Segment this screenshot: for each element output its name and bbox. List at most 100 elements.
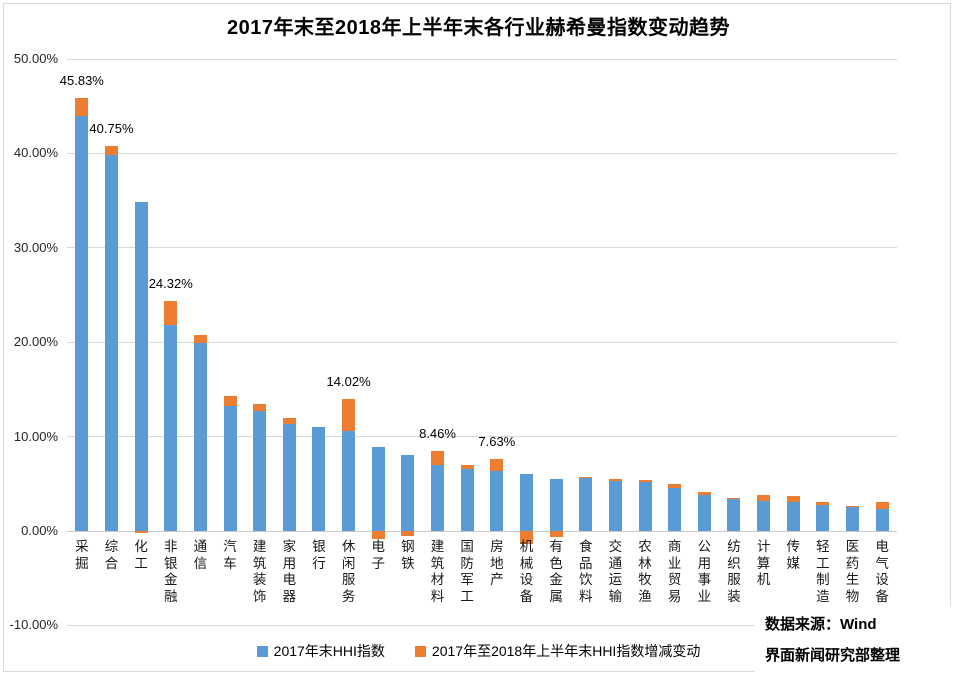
bar-2017-hhi: [312, 426, 326, 531]
bar-2017-hhi: [193, 342, 207, 531]
bar-2017-hhi: [549, 479, 563, 531]
bar-hhi-change-negative: [401, 531, 415, 537]
y-axis-tick-label: 10.00%: [13, 428, 58, 444]
bar-hhi-change: [193, 334, 207, 343]
bar-hhi-change-negative: [549, 531, 563, 538]
x-axis-category-label: 采 掘: [75, 539, 89, 571]
x-axis-category-label: 建 筑 材 料: [430, 539, 445, 604]
x-axis-category-label: 电 子: [371, 539, 386, 571]
bar-2017-hhi: [757, 500, 771, 531]
x-axis-category-label: 休 闲 服 务: [341, 539, 356, 604]
data-source-note: 数据来源：Wind 界面新闻研究部整理: [755, 606, 957, 674]
bar-hhi-change: [164, 301, 178, 326]
bar-2017-hhi: [697, 495, 711, 531]
bar-2017-hhi: [75, 115, 89, 531]
bar-2017-hhi: [460, 469, 474, 531]
x-axis-category-label: 综 合: [104, 539, 119, 571]
bar-2017-hhi: [253, 411, 267, 531]
gridline-40: [67, 152, 897, 154]
bar-2017-hhi: [608, 480, 622, 531]
legend-label: 2017年末HHI指数: [273, 643, 385, 659]
y-axis-tick-label: -10.00%: [9, 617, 58, 633]
x-axis-category-label: 食 品 饮 料: [579, 539, 593, 604]
bar-hhi-change: [342, 398, 356, 432]
bar-value-label: 40.75%: [89, 121, 134, 137]
bar-hhi-change: [223, 396, 237, 406]
bar-2017-hhi: [727, 499, 741, 531]
bar-hhi-change: [727, 498, 741, 500]
chart-frame: [3, 3, 951, 672]
gridline-30: [67, 247, 897, 249]
bar-hhi-change: [460, 464, 474, 470]
bar-2017-hhi: [431, 464, 445, 531]
x-axis-category-label: 商 业 贸 易: [667, 539, 682, 604]
bar-2017-hhi: [786, 502, 800, 531]
bar-2017-hhi: [104, 155, 118, 531]
y-axis-tick-label: 20.00%: [13, 334, 58, 350]
bar-hhi-change: [579, 477, 593, 479]
x-axis-category-label: 传 媒: [786, 539, 801, 571]
bar-2017-hhi: [223, 405, 237, 531]
y-axis-tick-label: 0.00%: [21, 523, 58, 538]
bar-2017-hhi: [371, 446, 385, 531]
legend-item-1: 2017年至2018年上半年末HHI指数增减变动: [414, 641, 701, 661]
gridline--10: [67, 624, 897, 626]
bar-2017-hhi: [638, 482, 652, 531]
legend-swatch-icon: [256, 645, 268, 657]
bar-hhi-change: [875, 502, 889, 510]
bar-2017-hhi: [401, 455, 415, 531]
bar-value-label: 45.83%: [59, 73, 104, 89]
bar-hhi-change: [786, 495, 800, 502]
bar-hhi-change: [608, 479, 622, 481]
y-axis-tick-label: 40.00%: [13, 145, 58, 161]
x-axis-category-label: 汽 车: [223, 539, 237, 571]
bar-hhi-change-negative: [371, 531, 385, 540]
bar-hhi-change: [253, 404, 267, 412]
bar-hhi-change: [282, 418, 296, 425]
bar-2017-hhi: [490, 470, 504, 531]
legend-label: 2017年至2018年上半年末HHI指数增减变动: [431, 643, 701, 659]
x-axis-category-label: 钢 铁: [401, 539, 415, 571]
gridline-50: [67, 58, 897, 60]
bar-hhi-change: [668, 484, 682, 488]
bar-hhi-change-negative: [134, 531, 148, 533]
bar-hhi-change: [638, 480, 652, 483]
bar-hhi-change: [104, 146, 118, 156]
bar-hhi-change: [846, 505, 860, 507]
bar-2017-hhi: [164, 325, 178, 531]
bar-2017-hhi: [134, 202, 148, 531]
y-axis-tick-label: 30.00%: [13, 239, 58, 255]
gridline-10: [67, 436, 897, 438]
bar-value-label: 7.63%: [478, 433, 516, 449]
x-axis-category-label: 非 银 金 融: [164, 539, 178, 604]
x-axis-category-label: 房 地 产: [490, 539, 504, 587]
data-source-line2: 界面新闻研究部整理: [765, 647, 901, 664]
bar-2017-hhi: [519, 473, 533, 531]
x-axis-category-label: 公 用 事 业: [697, 539, 712, 604]
x-axis-category-label: 计 算 机: [756, 539, 771, 587]
x-axis-category-label: 电 气 设 备: [875, 539, 889, 604]
bar-2017-hhi: [846, 506, 860, 531]
bar-hhi-change: [431, 451, 445, 465]
bar-2017-hhi: [875, 509, 889, 531]
x-axis-category-label: 农 林 牧 渔: [638, 539, 652, 604]
legend-item-0: 2017年末HHI指数: [256, 641, 385, 661]
bar-value-label: 24.32%: [148, 276, 193, 292]
x-axis-category-label: 建 筑 装 饰: [252, 539, 267, 604]
bar-2017-hhi: [816, 505, 830, 531]
legend-swatch-icon: [414, 645, 426, 657]
gridline-20: [67, 341, 897, 343]
x-axis-category-label: 通 信: [193, 539, 208, 571]
x-axis-category-label: 纺 织 服 装: [727, 539, 741, 604]
x-axis-category-label: 机 械 设 备: [519, 539, 534, 604]
y-axis-tick-label: 50.00%: [13, 51, 58, 66]
x-axis-category-label: 交 通 运 输: [608, 539, 623, 604]
bar-2017-hhi: [342, 431, 356, 531]
bar-value-label: 8.46%: [419, 426, 456, 442]
x-axis-category-label: 家 用 电 器: [282, 539, 297, 604]
bar-2017-hhi: [668, 487, 682, 531]
bar-hhi-change: [816, 501, 830, 506]
bar-value-label: 14.02%: [326, 373, 371, 389]
x-axis-category-label: 化 工: [134, 539, 148, 571]
